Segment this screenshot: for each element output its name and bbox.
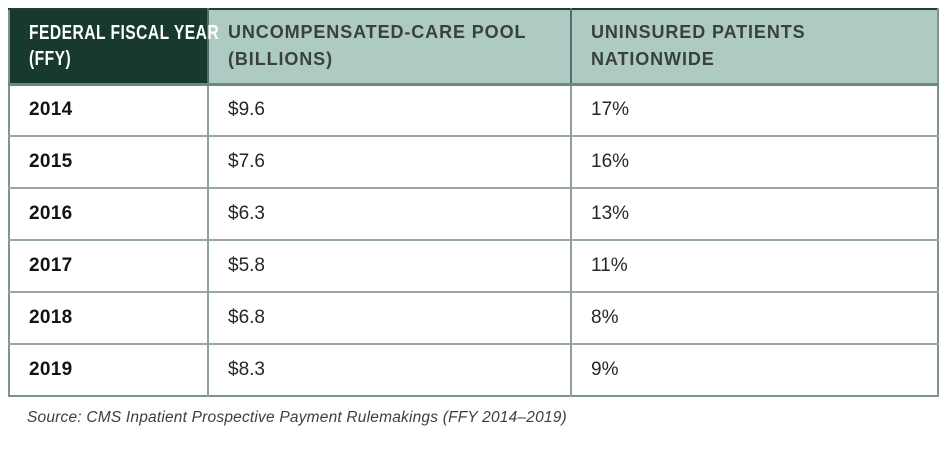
- table-row-2017: 2017 $5.8 11%: [9, 239, 938, 292]
- col-header-ffy-text: FEDERAL FISCAL YEAR (FFY): [29, 20, 219, 73]
- pool-cell: $8.3: [207, 343, 571, 396]
- year-cell: 2018: [9, 291, 208, 344]
- uncompensated-care-table: FEDERAL FISCAL YEAR (FFY) UNCOMPENSATED-…: [8, 8, 939, 397]
- uninsured-cell: 13%: [570, 187, 938, 240]
- col-header-ffy: FEDERAL FISCAL YEAR (FFY): [9, 9, 219, 86]
- pool-cell: $6.8: [207, 291, 571, 344]
- uninsured-cell: 11%: [570, 239, 938, 292]
- col-header-uninsured-line1: UNINSURED PATIENTS: [591, 22, 806, 43]
- pool-cell: $9.6: [207, 83, 571, 136]
- uninsured-cell: 9%: [570, 343, 938, 396]
- year-cell: 2014: [9, 83, 208, 136]
- uninsured-cell: 16%: [570, 135, 938, 188]
- year-cell: 2015: [9, 135, 208, 188]
- uninsured-cell: 17%: [570, 83, 938, 136]
- col-header-uninsured-line2: NATIONWIDE: [591, 49, 715, 70]
- col-header-ffy-line1: FEDERAL FISCAL YEAR: [29, 21, 220, 44]
- table-row-2015: 2015 $7.6 16%: [9, 135, 938, 188]
- pool-cell: $7.6: [207, 135, 571, 188]
- col-header-pool-line1: UNCOMPENSATED-CARE POOL: [228, 22, 527, 43]
- year-cell: 2019: [9, 343, 208, 396]
- col-header-pool: UNCOMPENSATED-CARE POOL (BILLIONS): [207, 9, 571, 86]
- pool-cell: $5.8: [207, 239, 571, 292]
- col-header-uninsured: UNINSURED PATIENTS NATIONWIDE: [570, 9, 938, 86]
- header-row: FEDERAL FISCAL YEAR (FFY) UNCOMPENSATED-…: [9, 9, 938, 86]
- source-note: Source: CMS Inpatient Prospective Paymen…: [27, 409, 567, 426]
- uninsured-cell: 8%: [570, 291, 938, 344]
- col-header-pool-line2: (BILLIONS): [228, 49, 333, 70]
- year-cell: 2016: [9, 187, 208, 240]
- table-row-2016: 2016 $6.3 13%: [9, 187, 938, 240]
- col-header-ffy-line2: (FFY): [29, 48, 72, 71]
- table-row-2014: 2014 $9.6 17%: [9, 83, 938, 136]
- table-row-2018: 2018 $6.8 8%: [9, 291, 938, 344]
- year-cell: 2017: [9, 239, 208, 292]
- pool-cell: $6.3: [207, 187, 571, 240]
- table-row-2019: 2019 $8.3 9%: [9, 343, 938, 396]
